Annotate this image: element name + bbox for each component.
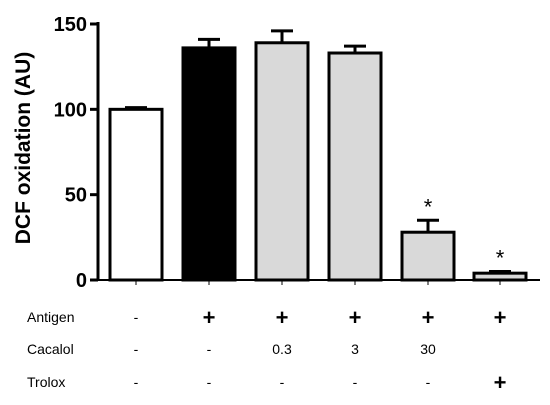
y-axis-ticks: 0 50 100 150: [54, 14, 98, 292]
condition-value-trolox-2: -: [207, 374, 212, 390]
condition-value-antigen-3: +: [276, 305, 289, 330]
significance-markers: **: [424, 194, 505, 270]
y-tick-label-100: 100: [54, 99, 87, 121]
bar-1: [108, 107, 164, 282]
condition-label-cacalol: Cacalol: [27, 341, 74, 357]
bar-2: [181, 46, 237, 282]
bar-6: [472, 271, 528, 282]
condition-label-antigen: Antigen: [27, 309, 74, 325]
condition-value-cacalol-2: -: [207, 341, 212, 357]
y-axis-label: DCF oxidation (AU): [12, 52, 35, 244]
significance-marker-5: *: [424, 194, 433, 219]
y-axis-label-group: DCF oxidation (AU): [12, 52, 35, 244]
bar-5: [400, 230, 456, 282]
condition-value-trolox-5: -: [426, 374, 431, 390]
condition-value-antigen-5: +: [422, 305, 435, 330]
condition-label-trolox: Trolox: [27, 374, 65, 390]
condition-value-trolox-3: -: [280, 374, 285, 390]
condition-value-trolox-4: -: [353, 374, 358, 390]
bar-4: [327, 51, 383, 282]
condition-value-cacalol-4: 3: [351, 341, 359, 357]
condition-value-antigen-4: +: [349, 305, 362, 330]
condition-value-cacalol-5: 30: [420, 341, 436, 357]
condition-value-antigen-1: -: [134, 309, 139, 325]
condition-table: Antigen - + + + + + Cacalol - - 0.3 3 30 Trolox - - - - - +: [27, 305, 506, 395]
condition-value-trolox-6: +: [494, 370, 507, 395]
condition-value-antigen-2: +: [203, 305, 216, 330]
condition-value-antigen-6: +: [494, 305, 507, 330]
bar-3: [254, 41, 310, 282]
condition-value-cacalol-3: 0.3: [272, 341, 292, 357]
axes: [96, 22, 540, 285]
significance-marker-6: *: [496, 245, 505, 270]
y-tick-label-0: 0: [76, 270, 87, 292]
y-tick-label-150: 150: [54, 14, 87, 36]
condition-value-cacalol-1: -: [134, 341, 139, 357]
error-bars: [125, 29, 511, 274]
bars: [108, 41, 528, 282]
y-tick-label-50: 50: [65, 185, 87, 207]
condition-value-trolox-1: -: [134, 374, 139, 390]
